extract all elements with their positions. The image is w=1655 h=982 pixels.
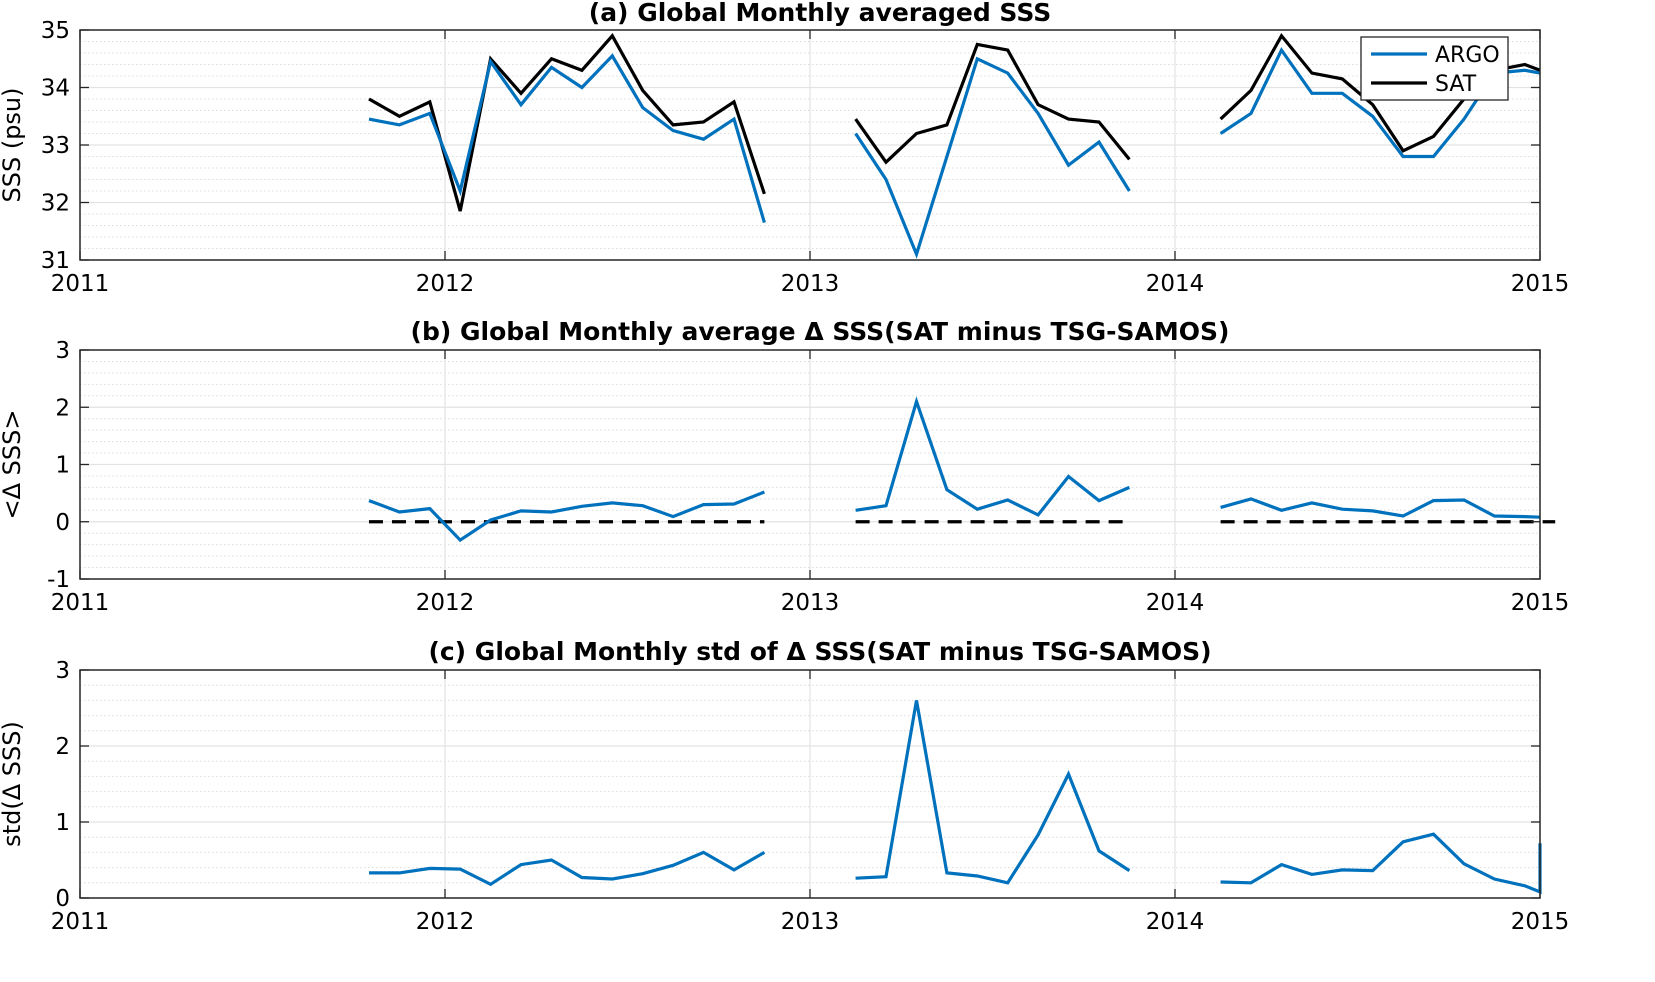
y-axis-label: <Δ SSS> (0, 410, 26, 520)
chart-title: (a) Global Monthly averaged SSS (589, 0, 1051, 27)
x-tick-label: 2012 (416, 590, 475, 616)
y-axis-label: std(Δ SSS) (0, 721, 26, 847)
y-tick-label: 0 (55, 886, 70, 912)
y-tick-label: 34 (41, 76, 70, 102)
y-tick-label: 1 (55, 810, 70, 836)
legend-label-sat: SAT (1435, 72, 1477, 97)
x-tick-label: 2011 (51, 590, 110, 616)
chart-title: (b) Global Monthly average Δ SSS(SAT min… (411, 317, 1230, 346)
x-tick-label: 2015 (1511, 271, 1570, 297)
y-tick-label: 3 (55, 658, 70, 684)
series-line-delta-sss-segment-1 (369, 850, 766, 887)
y-axis-label: SSS (psu) (0, 87, 26, 202)
panel-a: 31 32 33 34 35 2011 2012 2013 2014 2015 (a) Global… (0, 0, 1569, 297)
legend: ARGO SAT (1360, 36, 1509, 101)
y-tick-label: 0 (55, 510, 70, 536)
series-line-sat-segment-1 (368, 33, 766, 212)
series-line-delta-sss-segment-3 (1220, 832, 1542, 895)
x-tick-label: 2014 (1146, 271, 1205, 297)
x-tick-label: 2015 (1511, 909, 1570, 935)
y-tick-label: 2 (55, 734, 70, 760)
x-tick-label: 2012 (416, 271, 475, 297)
y-tick-label: 32 (41, 191, 70, 217)
x-tick-label: 2015 (1511, 590, 1570, 616)
x-tick-label: 2011 (51, 271, 110, 297)
y-tick-label: 2 (55, 395, 70, 421)
x-tick-label: 2013 (781, 590, 840, 616)
panel-b: -1 0 1 2 3 2011 2012 2013 2014 2015 (b) Global Mon… (0, 317, 1569, 616)
y-tick-label: 1 (55, 453, 70, 479)
series-line-argo-segment-1 (368, 53, 766, 224)
y-tick-label: -1 (47, 567, 70, 593)
y-tick-label: 3 (55, 338, 70, 364)
y-tick-label: 35 (41, 18, 70, 44)
legend-box (1360, 36, 1509, 101)
x-tick-label: 2014 (1146, 590, 1205, 616)
series-line-argo-segment-2 (854, 56, 1131, 259)
y-tick-label: 33 (41, 133, 70, 159)
x-tick-label: 2011 (51, 909, 110, 935)
chart-title: (c) Global Monthly std of Δ SSS(SAT minu… (428, 637, 1211, 666)
series-line-delta-sss-segment-2 (855, 396, 1131, 517)
series-line-sat-segment-2 (854, 42, 1131, 165)
x-tick-label: 2013 (781, 271, 840, 297)
series-line-delta-sss-segment-3 (1220, 497, 1541, 519)
y-tick-label: 31 (41, 248, 70, 274)
x-tick-label: 2013 (781, 909, 840, 935)
series-line-delta-sss-segment-1 (368, 490, 765, 543)
x-tick-label: 2012 (416, 909, 475, 935)
legend-label-argo: ARGO (1435, 43, 1500, 68)
x-tick-label: 2014 (1146, 909, 1205, 935)
series-line-delta-sss-segment-2 (855, 700, 1131, 885)
panel-c: 0 1 2 3 2011 2012 2013 2014 2015 (c) Global Month… (0, 637, 1569, 935)
